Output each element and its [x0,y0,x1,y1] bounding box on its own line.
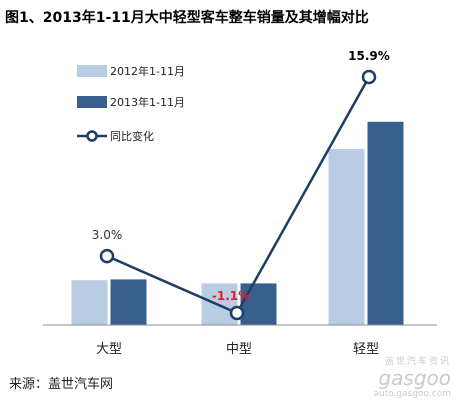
legend-marker [86,130,98,142]
line-data-label: -1.1% [212,289,250,303]
bar-s2012-2 [328,149,365,325]
watermark-text: 盖世汽车资讯 [384,357,451,367]
x-tick-label: 轻型 [353,342,379,357]
legend-label-1: 2013年1-11月 [110,95,185,109]
x-tick-label: 大型 [96,342,122,357]
watermark-url: auto.gasgoo.com [373,389,451,399]
line-point-1 [229,305,245,321]
x-tick-label: 中型 [226,342,252,357]
source-note: 来源：盖世汽车网 [9,377,114,392]
line-point-0 [99,248,115,264]
chart-title: 图1、2013年1-11月大中轻型客车整车销量及其增幅对比 [5,10,369,26]
bar-s2013-2 [367,121,404,325]
bar-s2012-0 [71,280,108,325]
watermark-logo: gasgoo [378,366,451,390]
legend-label-2: 同比变化 [110,129,154,143]
bar-s2013-1 [240,283,277,325]
legend-label-0: 2012年1-11月 [110,64,185,78]
line-data-label: 3.0% [92,228,123,242]
legend-swatch-1 [77,96,107,108]
watermark: 盖世汽车资讯 gasgoo auto.gasgoo.com [373,354,451,399]
bar-s2013-0 [110,279,147,325]
legend-swatch-0 [77,65,107,77]
line-point-2 [361,69,377,85]
line-data-label: 15.9% [348,49,390,63]
